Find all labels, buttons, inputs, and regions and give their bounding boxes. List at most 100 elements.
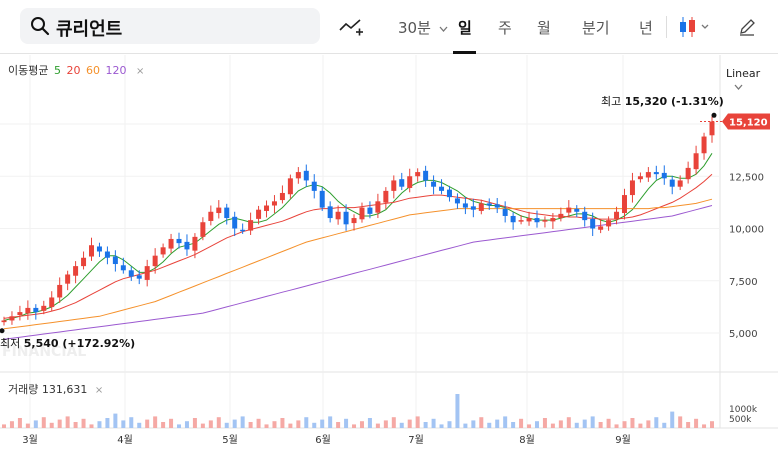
candle-body bbox=[160, 247, 166, 255]
candle-body bbox=[550, 218, 556, 222]
scale-selector[interactable]: Linear bbox=[726, 67, 778, 93]
x-tick-label: 9월 bbox=[615, 434, 631, 446]
volume-bar bbox=[710, 421, 714, 428]
candle-body bbox=[25, 307, 31, 314]
volume-bar bbox=[519, 418, 524, 428]
candle-body bbox=[359, 207, 365, 220]
candle-body bbox=[629, 180, 635, 196]
volume-bar bbox=[184, 421, 189, 428]
volume-bar bbox=[57, 419, 62, 428]
pencil-icon[interactable] bbox=[738, 18, 756, 36]
volume-bar bbox=[566, 417, 571, 428]
volume-bar bbox=[129, 417, 134, 428]
ma-line-120 bbox=[3, 205, 713, 340]
candle-body bbox=[128, 270, 134, 277]
candle-body bbox=[407, 176, 413, 188]
volume-bar bbox=[550, 423, 555, 428]
candle-body bbox=[9, 316, 15, 321]
active-tab-indicator bbox=[453, 51, 476, 54]
tab-quarter[interactable]: 분기 bbox=[582, 19, 610, 37]
candle-body bbox=[319, 190, 325, 208]
volume-bar bbox=[296, 420, 301, 428]
volume-bar bbox=[638, 423, 643, 428]
candle-body bbox=[335, 211, 341, 220]
low-marker bbox=[0, 328, 5, 334]
volume-tick-label: 1000k bbox=[729, 405, 758, 415]
tab-year[interactable]: 년 bbox=[639, 19, 653, 37]
candle-body bbox=[232, 216, 238, 229]
volume-bar bbox=[121, 420, 126, 428]
candle-body bbox=[224, 207, 230, 219]
candle-body bbox=[637, 176, 643, 180]
candle-body bbox=[168, 238, 174, 249]
candle-body bbox=[502, 208, 508, 216]
volume-bar bbox=[73, 422, 78, 428]
candle-body bbox=[534, 218, 540, 223]
candle-body bbox=[478, 203, 484, 211]
candle-body bbox=[614, 211, 620, 219]
ma-line-20 bbox=[3, 173, 713, 319]
candle-body bbox=[89, 245, 95, 257]
candle-body bbox=[256, 209, 262, 219]
volume-bar bbox=[97, 421, 102, 428]
interval-dropdown[interactable]: 30분 bbox=[398, 17, 448, 38]
candle-body bbox=[112, 256, 118, 265]
volume-bar bbox=[375, 423, 380, 428]
volume-bar bbox=[590, 416, 595, 428]
volume-bar bbox=[702, 424, 707, 428]
volume-bar bbox=[646, 420, 651, 428]
scale-label: Linear bbox=[726, 67, 761, 80]
current-price-badge bbox=[722, 113, 770, 130]
candle-body bbox=[566, 207, 572, 213]
volume-bar bbox=[534, 421, 539, 428]
legend-close-icon[interactable]: × bbox=[135, 66, 145, 77]
stock-search-box[interactable]: 큐리언트 bbox=[20, 8, 320, 44]
candle-body bbox=[17, 312, 23, 316]
candle-body bbox=[621, 195, 627, 214]
volume-bar bbox=[606, 418, 611, 428]
volume-bar bbox=[2, 424, 6, 428]
legend-ma-120: 120 bbox=[105, 64, 127, 77]
chart-compare-icon[interactable] bbox=[338, 16, 364, 38]
candle-body bbox=[669, 179, 675, 187]
candle-body bbox=[423, 170, 429, 181]
interval-label: 30분 bbox=[398, 19, 431, 37]
candle-body bbox=[1, 320, 7, 323]
y-tick-label: 5,000 bbox=[729, 329, 758, 340]
volume-bar bbox=[17, 418, 22, 428]
candle-body bbox=[192, 236, 198, 251]
volume-label: 거래량 bbox=[8, 383, 39, 396]
low-value: 5,540 (+172.92%) bbox=[23, 337, 136, 350]
ma-line-60 bbox=[3, 198, 713, 330]
tab-month[interactable]: 월 bbox=[537, 19, 551, 37]
volume-bar bbox=[336, 422, 341, 428]
candle-body bbox=[677, 180, 683, 187]
stock-name[interactable]: 큐리언트 bbox=[56, 19, 123, 40]
volume-bar bbox=[272, 421, 277, 428]
volume-bar bbox=[256, 418, 261, 428]
candle-body bbox=[49, 297, 55, 308]
candle-body bbox=[375, 201, 381, 213]
high-marker bbox=[711, 112, 717, 118]
volume-bar bbox=[232, 419, 237, 428]
high-value: 15,320 (-1.31%) bbox=[624, 95, 724, 108]
candle-body bbox=[96, 246, 102, 252]
volume-bar bbox=[558, 420, 563, 428]
candlestick-icon[interactable] bbox=[678, 15, 712, 39]
candle-body bbox=[287, 178, 293, 195]
volume-bar bbox=[177, 424, 182, 428]
volume-close-icon[interactable]: × bbox=[94, 385, 104, 396]
candle-body bbox=[431, 181, 437, 187]
stock-chart[interactable]: 3월4월5월6월7월8월9월15,00012,50010,0007,5005,0… bbox=[0, 55, 778, 450]
y-tick-label: 7,500 bbox=[729, 277, 758, 288]
chevron-down-icon bbox=[734, 84, 743, 90]
volume-bar bbox=[463, 423, 468, 428]
tab-week[interactable]: 주 bbox=[498, 19, 512, 37]
candle-body bbox=[33, 307, 39, 313]
candle-body bbox=[518, 220, 524, 222]
volume-bar bbox=[694, 418, 699, 428]
tab-day[interactable]: 일 bbox=[458, 19, 472, 37]
search-icon[interactable] bbox=[30, 16, 50, 36]
candle-body bbox=[439, 186, 445, 191]
volume-bar bbox=[367, 418, 372, 428]
